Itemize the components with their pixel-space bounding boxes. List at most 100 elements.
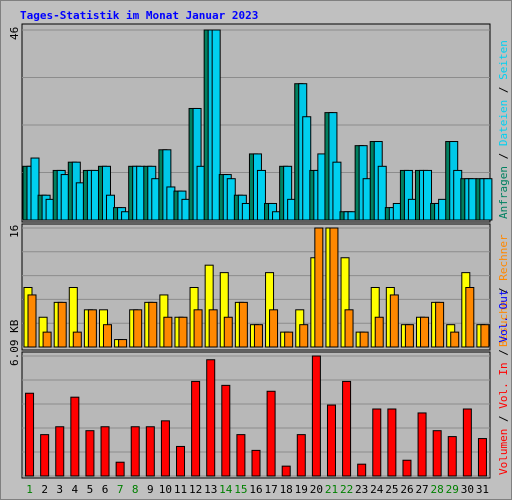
bar-volumen-day-7 [115, 461, 125, 477]
bar-rechner-day-4 [72, 331, 82, 348]
bar-rechner-day-7 [118, 339, 128, 348]
bar-volumen-day-20 [311, 355, 321, 477]
bar-rechner-day-8 [133, 309, 143, 348]
day-label-2: 2 [41, 483, 48, 496]
legend-separator: / [497, 146, 510, 166]
day-label-19: 19 [295, 483, 308, 496]
bar-seiten-day-13 [211, 29, 221, 221]
day-label-14: 14 [219, 483, 233, 496]
day-label-1: 1 [26, 483, 33, 496]
bar-volumen-day-19 [296, 434, 306, 477]
day-label-8: 8 [132, 483, 139, 496]
day-label-30: 30 [461, 483, 474, 496]
panel-1-legend: Anfragen / Dateien / Seiten [497, 40, 510, 219]
bar-volumen-day-18 [281, 465, 291, 477]
bar-rechner-day-27 [420, 316, 430, 348]
bar-seiten-day-31 [483, 178, 493, 221]
bar-volumen-day-21 [326, 404, 336, 477]
bar-volumen-day-8 [130, 426, 140, 477]
day-label-26: 26 [400, 483, 413, 496]
bar-volumen-day-17 [266, 390, 276, 477]
day-label-31: 31 [476, 483, 489, 496]
bar-rechner-day-20 [314, 227, 324, 348]
bar-volumen-day-16 [251, 449, 261, 477]
bar-rechner-day-15 [238, 301, 248, 348]
day-label-28: 28 [431, 483, 444, 496]
day-label-23: 23 [355, 483, 368, 496]
legend-entry: Rechner [497, 234, 510, 281]
bar-rechner-day-14 [223, 316, 233, 348]
bar-volumen-day-4 [70, 396, 80, 477]
bar-rechner-day-6 [102, 324, 112, 348]
bar-volumen-day-24 [372, 408, 382, 477]
bar-volumen-day-25 [387, 408, 397, 477]
bar-rechner-day-5 [87, 309, 97, 348]
day-label-17: 17 [264, 483, 277, 496]
bar-rechner-day-18 [284, 331, 294, 348]
bar-seiten-day-24 [377, 165, 387, 221]
bar-rechner-day-16 [253, 324, 263, 348]
bar-rechner-day-24 [374, 316, 384, 348]
day-label-21: 21 [325, 483, 338, 496]
bar-seiten-day-19 [302, 116, 312, 221]
legend-entry: Besuche [497, 301, 510, 347]
day-label-11: 11 [174, 483, 187, 496]
day-label-3: 3 [56, 483, 63, 496]
legend-separator: / [497, 281, 510, 301]
bar-volumen-day-29 [447, 436, 457, 477]
bar-volumen-day-1 [25, 392, 35, 477]
legend-separator: / [497, 80, 510, 100]
day-label-20: 20 [310, 483, 323, 496]
bar-rechner-day-3 [57, 301, 67, 348]
day-label-13: 13 [204, 483, 217, 496]
bar-rechner-day-10 [163, 316, 173, 348]
bar-volumen-day-9 [145, 426, 155, 477]
day-label-12: 12 [189, 483, 202, 496]
bar-volumen-day-23 [357, 463, 367, 477]
legend-entry: Vol. Out [497, 290, 510, 343]
bar-rechner-day-19 [299, 324, 309, 348]
bar-volumen-day-30 [462, 408, 472, 477]
bar-rechner-day-26 [404, 324, 414, 348]
bar-volumen-day-6 [100, 426, 110, 477]
legend-separator: / [497, 409, 510, 429]
bar-rechner-day-25 [389, 294, 399, 348]
bar-seiten-day-27 [423, 169, 433, 221]
day-label-10: 10 [159, 483, 172, 496]
legend-entry: Volumen [497, 429, 510, 475]
bar-rechner-day-9 [148, 301, 158, 348]
bar-volumen-day-5 [85, 430, 95, 477]
bar-volumen-day-22 [342, 380, 352, 477]
bar-rechner-day-17 [269, 309, 279, 348]
bar-volumen-day-11 [176, 445, 186, 477]
bar-rechner-day-28 [435, 301, 445, 348]
day-label-5: 5 [87, 483, 94, 496]
bar-rechner-day-13 [208, 309, 218, 348]
day-label-9: 9 [147, 483, 154, 496]
bar-volumen-day-14 [221, 384, 231, 477]
panel-2-ymax-label: 16 [8, 225, 21, 238]
day-label-29: 29 [446, 483, 459, 496]
bar-rechner-day-23 [359, 331, 369, 348]
bar-rechner-day-11 [178, 316, 188, 348]
day-label-16: 16 [249, 483, 262, 496]
day-label-22: 22 [340, 483, 353, 496]
panel-2-legend: Besuche / Rechner [497, 234, 510, 347]
bar-volumen-day-26 [402, 459, 412, 477]
day-label-6: 6 [102, 483, 109, 496]
bar-volumen-day-10 [160, 420, 170, 477]
bar-rechner-day-21 [329, 227, 339, 348]
day-label-18: 18 [280, 483, 293, 496]
bar-volumen-day-2 [40, 434, 50, 477]
legend-entry: Seiten [497, 40, 510, 80]
bar-rechner-day-29 [450, 331, 460, 348]
bar-volumen-day-12 [191, 380, 201, 477]
panel-3-legend: Volumen / Vol. In / Vol. Out [497, 290, 510, 475]
day-label-27: 27 [415, 483, 428, 496]
bar-volumen-day-3 [55, 426, 65, 477]
bar-seiten-day-21 [332, 161, 342, 221]
bar-rechner-day-12 [193, 309, 203, 348]
day-label-24: 24 [370, 483, 384, 496]
day-label-25: 25 [385, 483, 398, 496]
